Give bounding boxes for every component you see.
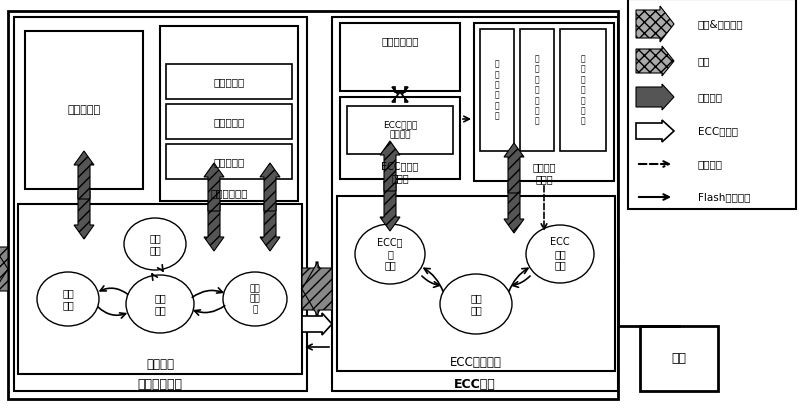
Text: 写页
操作: 写页 操作 [149, 233, 161, 255]
Text: 错误地址
产生器: 错误地址 产生器 [532, 162, 556, 184]
Bar [8, 11, 618, 399]
Text: 主控逻辑模块: 主控逻辑模块 [138, 378, 182, 391]
FancyArrow shape [74, 151, 94, 199]
Text: 数据: 数据 [698, 56, 710, 66]
Ellipse shape [37, 272, 99, 326]
Text: 读页
操作: 读页 操作 [62, 288, 74, 310]
Text: 芯片: 芯片 [671, 353, 686, 366]
Text: ECC主控逻辑: ECC主控逻辑 [450, 357, 502, 369]
Text: 第四寄存器组: 第四寄存器组 [382, 36, 418, 46]
FancyArrow shape [260, 203, 280, 251]
Bar [520, 29, 554, 151]
Text: 命令寄存器: 命令寄存器 [214, 77, 245, 87]
Bar [25, 31, 143, 189]
Bar [628, 0, 796, 209]
Text: ECC校验码
生成器: ECC校验码 生成器 [382, 161, 418, 183]
Bar [166, 144, 292, 179]
Text: 错
误
地
址
寄
存
器: 错 误 地 址 寄 存 器 [534, 54, 539, 126]
Bar [332, 17, 618, 391]
Bar [474, 23, 614, 181]
Bar [160, 26, 298, 201]
FancyArrow shape [636, 46, 674, 76]
Text: 数据&控制信号: 数据&控制信号 [698, 19, 744, 29]
Bar [18, 204, 302, 374]
FancyArrow shape [380, 181, 400, 231]
Text: ECC校验码
生成电路: ECC校验码 生成电路 [383, 120, 417, 140]
Ellipse shape [126, 275, 194, 333]
Text: 初始
状态: 初始 状态 [154, 293, 166, 315]
Bar [166, 104, 292, 139]
Text: Flash忙闲状态: Flash忙闲状态 [698, 192, 750, 202]
Text: 数据缓冲器: 数据缓冲器 [67, 105, 101, 115]
Text: 块擦
除操
作: 块擦 除操 作 [250, 284, 260, 314]
Text: ECC模块: ECC模块 [454, 378, 496, 391]
Text: ECC读
页
操作: ECC读 页 操作 [378, 237, 402, 271]
Ellipse shape [223, 272, 287, 326]
FancyArrow shape [636, 84, 674, 110]
Bar [560, 29, 606, 151]
Ellipse shape [355, 224, 425, 284]
Bar [340, 97, 460, 179]
Bar [347, 106, 453, 154]
FancyArrow shape [636, 120, 674, 142]
Text: 第三寄存器组: 第三寄存器组 [210, 188, 248, 198]
Text: 主控制器: 主控制器 [146, 359, 174, 371]
FancyArrow shape [504, 143, 524, 193]
Bar [166, 64, 292, 99]
Text: ECC校验码: ECC校验码 [698, 126, 738, 136]
FancyArrow shape [392, 92, 408, 102]
FancyArrow shape [204, 163, 224, 211]
Ellipse shape [526, 225, 594, 283]
FancyArrow shape [392, 87, 408, 97]
Text: ECC
写页
操作: ECC 写页 操作 [550, 237, 570, 271]
Text: 控制信号: 控制信号 [698, 92, 723, 102]
Text: 状态寄存器: 状态寄存器 [214, 117, 245, 127]
Ellipse shape [440, 274, 512, 334]
Text: 校
验
码
寄
存
器: 校 验 码 寄 存 器 [494, 59, 499, 121]
FancyArrow shape [636, 6, 674, 42]
FancyArrow shape [504, 183, 524, 233]
Bar [640, 326, 718, 391]
FancyArrow shape [260, 163, 280, 211]
Text: 初始
状态: 初始 状态 [470, 293, 482, 315]
Bar [480, 29, 514, 151]
FancyArrow shape [302, 313, 332, 335]
FancyArrow shape [74, 191, 94, 239]
FancyArrow shape [0, 241, 8, 297]
Bar [14, 17, 307, 391]
FancyArrow shape [302, 261, 332, 317]
FancyArrow shape [380, 141, 400, 191]
Text: 比
较
结
果
寄
存
器: 比 较 结 果 寄 存 器 [581, 54, 586, 126]
FancyArrow shape [302, 261, 332, 317]
Text: 地址寄存器: 地址寄存器 [214, 157, 245, 167]
FancyArrow shape [204, 203, 224, 251]
Ellipse shape [124, 218, 186, 270]
Bar [340, 23, 460, 91]
Bar [337, 196, 615, 371]
FancyArrow shape [0, 241, 8, 297]
Text: 错误地址: 错误地址 [698, 159, 723, 169]
